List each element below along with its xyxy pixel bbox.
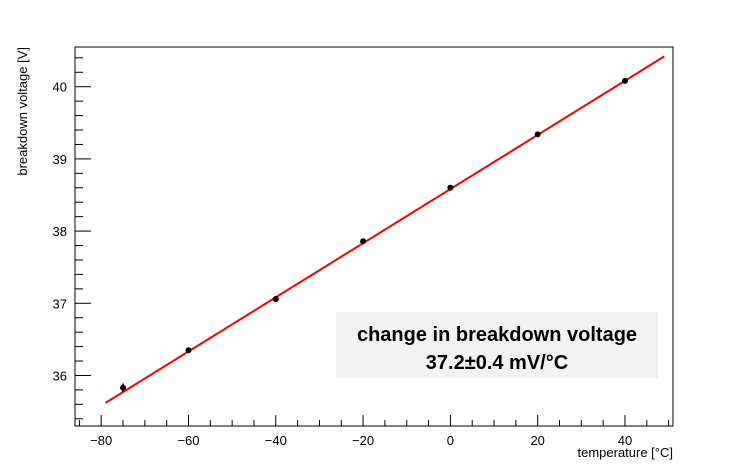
annotation-line-1: change in breakdown voltage [357, 324, 637, 346]
data-point [272, 295, 279, 302]
point-marker [534, 131, 541, 138]
y-tick-label: 40 [53, 80, 67, 95]
plot-frame [74, 46, 674, 427]
data-point [621, 77, 628, 84]
data-points [120, 77, 628, 393]
point-marker [185, 347, 192, 354]
annotation-line-2: 37.2±0.4 mV/°C [426, 352, 568, 374]
y-tick-label: 36 [53, 368, 67, 383]
fit-layer [105, 55, 665, 404]
y-tick-label: 39 [53, 152, 67, 167]
y-tick-label: 37 [53, 296, 67, 311]
data-point [447, 184, 454, 191]
x-tick-label: −20 [352, 433, 374, 448]
x-tick-label: 40 [618, 433, 632, 448]
data-point [534, 131, 541, 138]
x-axis-ticks: −80 −60 −40 −20 0 20 40 [78, 415, 670, 448]
y-tick-label: 38 [53, 224, 67, 239]
y-axis-ticks: 36 37 38 39 40 [53, 57, 91, 420]
data-point [120, 383, 127, 393]
y-axis-label: breakdown voltage [V] [15, 47, 30, 176]
x-tick-label: −80 [90, 433, 112, 448]
point-marker [621, 77, 628, 84]
data-point [185, 347, 192, 354]
point-marker [447, 184, 454, 191]
point-marker [272, 295, 279, 302]
data-point [360, 238, 367, 245]
x-tick-label: 0 [447, 433, 454, 448]
fit-line [105, 55, 665, 404]
x-tick-label: −60 [177, 433, 199, 448]
x-tick-label: 20 [530, 433, 544, 448]
point-marker [360, 238, 367, 245]
annotation-box [336, 312, 658, 378]
x-axis-label: temperature [°C] [577, 445, 673, 460]
point-marker [120, 384, 127, 391]
x-tick-label: −40 [265, 433, 287, 448]
